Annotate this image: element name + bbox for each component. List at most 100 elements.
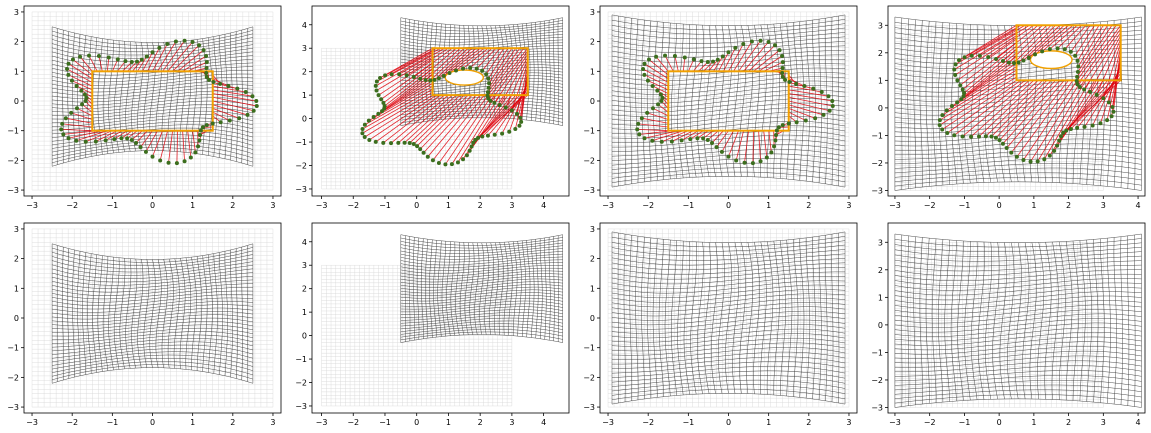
correspondence-line xyxy=(121,130,133,139)
source-point xyxy=(468,65,473,70)
correspondence-line xyxy=(379,47,433,79)
source-point xyxy=(360,131,365,136)
correspondence-line xyxy=(66,68,93,83)
source-point xyxy=(396,140,401,145)
correspondence-line xyxy=(212,93,257,102)
source-point xyxy=(447,71,452,76)
warped-grid-line xyxy=(548,20,551,124)
correspondence-line xyxy=(788,96,833,107)
source-point xyxy=(61,132,66,137)
source-point xyxy=(773,43,778,48)
warped-grid-line xyxy=(400,300,563,310)
source-point xyxy=(663,53,668,58)
source-point xyxy=(367,137,372,142)
warped-grid-line xyxy=(52,243,253,260)
correspondence-line xyxy=(72,59,93,76)
source-point xyxy=(1109,114,1114,119)
warped-grid-line xyxy=(1113,20,1117,188)
warped-grid-line xyxy=(557,18,559,125)
source-point xyxy=(1062,47,1067,52)
source-point xyxy=(112,137,117,142)
source-point xyxy=(1040,49,1045,54)
x-tick-label: −2 xyxy=(642,201,654,210)
correspondence-line xyxy=(438,94,489,164)
correspondence-line xyxy=(131,130,143,141)
source-point xyxy=(190,39,195,44)
source-point xyxy=(428,78,433,83)
warped-grid-line xyxy=(512,241,518,336)
correspondence-line xyxy=(390,94,449,144)
correspondence-line xyxy=(1037,80,1087,162)
correspondence-line xyxy=(511,62,529,111)
correspondence-line xyxy=(985,80,1043,137)
source-point xyxy=(144,54,149,59)
source-point xyxy=(513,127,518,132)
y-tick-label: 2 xyxy=(878,49,883,58)
source-point xyxy=(1074,79,1079,84)
source-point xyxy=(642,136,647,141)
correspondence-line xyxy=(697,130,709,139)
source-point xyxy=(383,73,388,78)
x-tick-label: 0 xyxy=(414,201,419,210)
source-point xyxy=(374,79,379,84)
warped-grid-line xyxy=(241,247,243,381)
correspondence-line xyxy=(1016,80,1074,158)
warped-grid-line xyxy=(894,158,1142,169)
source-point xyxy=(1055,143,1060,148)
correspondence-line xyxy=(962,45,1017,90)
source-point xyxy=(467,148,472,153)
source-point xyxy=(198,132,203,137)
correspondence-line xyxy=(644,74,669,87)
correspondence-line xyxy=(111,59,119,72)
source-point xyxy=(956,58,961,63)
correspondence-line xyxy=(1034,24,1069,55)
warped-grid-line xyxy=(535,22,539,122)
plot-area xyxy=(607,228,850,408)
correspondence-line xyxy=(652,107,669,117)
y-tick-label: 3 xyxy=(878,21,883,30)
source-point xyxy=(962,91,967,96)
y-tick-label: −1 xyxy=(295,355,307,364)
warped-grid-line xyxy=(400,22,563,32)
y-tick-label: 3 xyxy=(302,261,307,270)
correspondence-line xyxy=(105,130,123,141)
source-point xyxy=(404,73,409,78)
source-point xyxy=(783,77,788,82)
y-tick-label: −2 xyxy=(7,373,19,382)
y-tick-label: 1 xyxy=(14,284,19,293)
correspondence-line xyxy=(1049,80,1095,156)
warped-grid-line xyxy=(400,334,563,343)
correspondence-line xyxy=(383,71,433,109)
source-point xyxy=(1009,150,1014,155)
source-point xyxy=(418,76,423,81)
target-shape-outline xyxy=(91,70,214,132)
y-tick-label: −3 xyxy=(871,186,883,195)
source-point xyxy=(940,113,945,118)
correspondence-line xyxy=(364,85,433,126)
source-point xyxy=(197,43,202,48)
source-point xyxy=(953,62,958,67)
source-point xyxy=(173,39,178,44)
y-tick-label: 0 xyxy=(302,115,307,124)
correspondence-line xyxy=(687,59,695,72)
x-tick-label: −2 xyxy=(924,418,936,427)
warped-grid-line xyxy=(52,26,253,43)
warped-grid-line xyxy=(1127,18,1130,189)
source-point xyxy=(207,77,212,82)
x-tick-label: 1 xyxy=(190,418,195,427)
y-tick-label: −2 xyxy=(295,379,307,388)
warped-grid-line xyxy=(526,240,531,338)
correspondence-line xyxy=(962,80,1030,137)
correspondence-line xyxy=(939,73,1017,121)
correspondence-line xyxy=(1092,66,1122,126)
source-point xyxy=(811,86,816,91)
source-point xyxy=(720,54,725,59)
source-point xyxy=(402,140,407,145)
correspondence-line xyxy=(135,130,148,144)
x-tick-label: 2 xyxy=(1066,201,1071,210)
warped-grid-line xyxy=(894,260,1142,272)
source-point xyxy=(374,88,379,93)
correspondence-line xyxy=(963,52,1017,97)
correspondence-line xyxy=(378,59,433,96)
x-tick-label: −2 xyxy=(66,418,78,427)
